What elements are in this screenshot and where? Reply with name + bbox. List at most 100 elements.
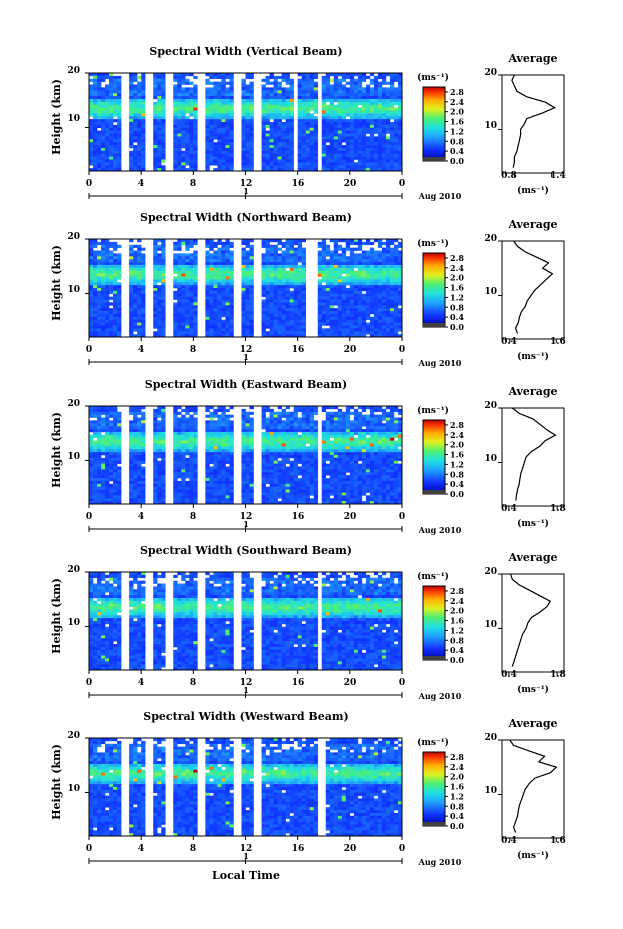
heatmap-cell [109, 406, 114, 410]
heatmap-cell [185, 475, 190, 479]
heatmap-cell [273, 259, 278, 263]
heatmap-cell [89, 253, 94, 257]
heatmap-cell [133, 311, 138, 315]
heatmap-cell [285, 124, 290, 129]
heatmap-cell [189, 457, 194, 462]
heatmap-cell [265, 331, 270, 335]
heatmap-cell [101, 253, 106, 257]
heatmap-cell [289, 244, 294, 248]
heatmap-cell [285, 104, 290, 108]
heatmap-cell [381, 139, 387, 143]
heatmap-cell [213, 270, 218, 274]
heatmap-cell [109, 475, 114, 479]
heatmap-cell [157, 247, 162, 251]
heatmap-cell [101, 423, 106, 427]
colorbar-tick-label: 0.8 [450, 136, 464, 146]
heatmap-cell [105, 483, 110, 487]
heatmap-cell [189, 101, 194, 105]
heatmap-cell [249, 116, 254, 120]
heatmap-cell [385, 150, 391, 154]
heatmap-cell [181, 483, 186, 487]
heatmap-cell [97, 113, 102, 117]
heatmap-cell [261, 270, 266, 274]
heatmap-cell [325, 78, 331, 82]
heatmap-cell [349, 145, 355, 149]
heatmap-cell [105, 96, 110, 100]
heatmap-cell [349, 241, 355, 246]
heatmap-cell [177, 253, 182, 257]
heatmap-cell [329, 279, 335, 283]
heatmap-cell [249, 107, 254, 111]
heatmap-cell [249, 276, 254, 280]
heatmap-cell [157, 305, 162, 309]
heatmap-cell [273, 290, 278, 295]
heatmap-cell [109, 93, 114, 97]
heatmap-cell [157, 437, 162, 441]
heatmap-cell [89, 457, 94, 462]
heatmap-cell [277, 165, 282, 169]
heatmap-cell [189, 96, 194, 100]
heatmap-cell [393, 262, 399, 266]
heatmap-cell [213, 480, 218, 485]
heatmap-cell [101, 273, 106, 277]
heatmap-cell [393, 331, 399, 335]
heatmap-cell [281, 288, 286, 292]
heatmap-cell [189, 244, 194, 248]
heatmap-cell [185, 262, 190, 266]
heatmap-cell [277, 322, 282, 326]
heatmap-cell [321, 113, 327, 117]
heatmap-cell [297, 150, 302, 154]
heatmap-cell [329, 316, 335, 320]
heatmap-cell [361, 276, 367, 280]
heatmap-cell [177, 420, 182, 424]
heatmap-cell [393, 328, 399, 332]
heatmap-cell [317, 296, 323, 300]
heatmap-cell [289, 276, 294, 280]
heatmap-cell [137, 145, 142, 149]
heatmap-cell [297, 293, 302, 297]
heatmap-cell [189, 449, 194, 453]
heatmap-cell [225, 113, 230, 117]
heatmap-cell [193, 296, 198, 300]
heatmap-cell [109, 75, 114, 80]
heatmap-cell [109, 162, 114, 166]
heatmap-cell [341, 73, 347, 77]
heatmap-cell [97, 480, 102, 485]
heatmap-cell [361, 87, 367, 91]
heatmap-cell [365, 239, 371, 243]
heatmap-cell [293, 253, 298, 257]
heatmap-cell [245, 302, 250, 306]
heatmap-cell [97, 305, 102, 309]
heatmap-cell [205, 423, 210, 427]
heatmap-cell [345, 156, 351, 160]
heatmap-cell [261, 302, 266, 306]
heatmap-cell [129, 446, 134, 450]
heatmap-cell [129, 145, 134, 149]
heatmap-cell [173, 276, 178, 280]
heatmap-cell [281, 311, 286, 315]
heatmap-cell [265, 293, 270, 297]
heatmap-cell [229, 264, 234, 269]
heatmap-cell [161, 133, 166, 137]
heatmap-cell [105, 498, 110, 502]
heatmap-cell [213, 107, 218, 111]
heatmap-cell [229, 256, 234, 260]
heatmap-cell [277, 156, 282, 160]
heatmap-cell [157, 122, 162, 126]
heatmap-cell [377, 256, 383, 260]
heatmap-cell [301, 90, 306, 94]
heatmap-cell [217, 96, 222, 100]
heatmap-cell [385, 156, 391, 160]
heatmap-cell [221, 150, 226, 154]
heatmap-cell [177, 147, 182, 152]
heatmap-cell [381, 81, 387, 85]
heatmap-cell [333, 241, 339, 246]
heatmap-cell [325, 127, 331, 131]
heatmap-cell [229, 325, 234, 329]
heatmap-cell [193, 319, 198, 323]
heatmap-cell [313, 150, 319, 154]
heatmap-cell [381, 93, 387, 97]
heatmap-cell [117, 478, 122, 482]
heatmap-cell [341, 78, 347, 82]
heatmap-cell [209, 316, 214, 320]
